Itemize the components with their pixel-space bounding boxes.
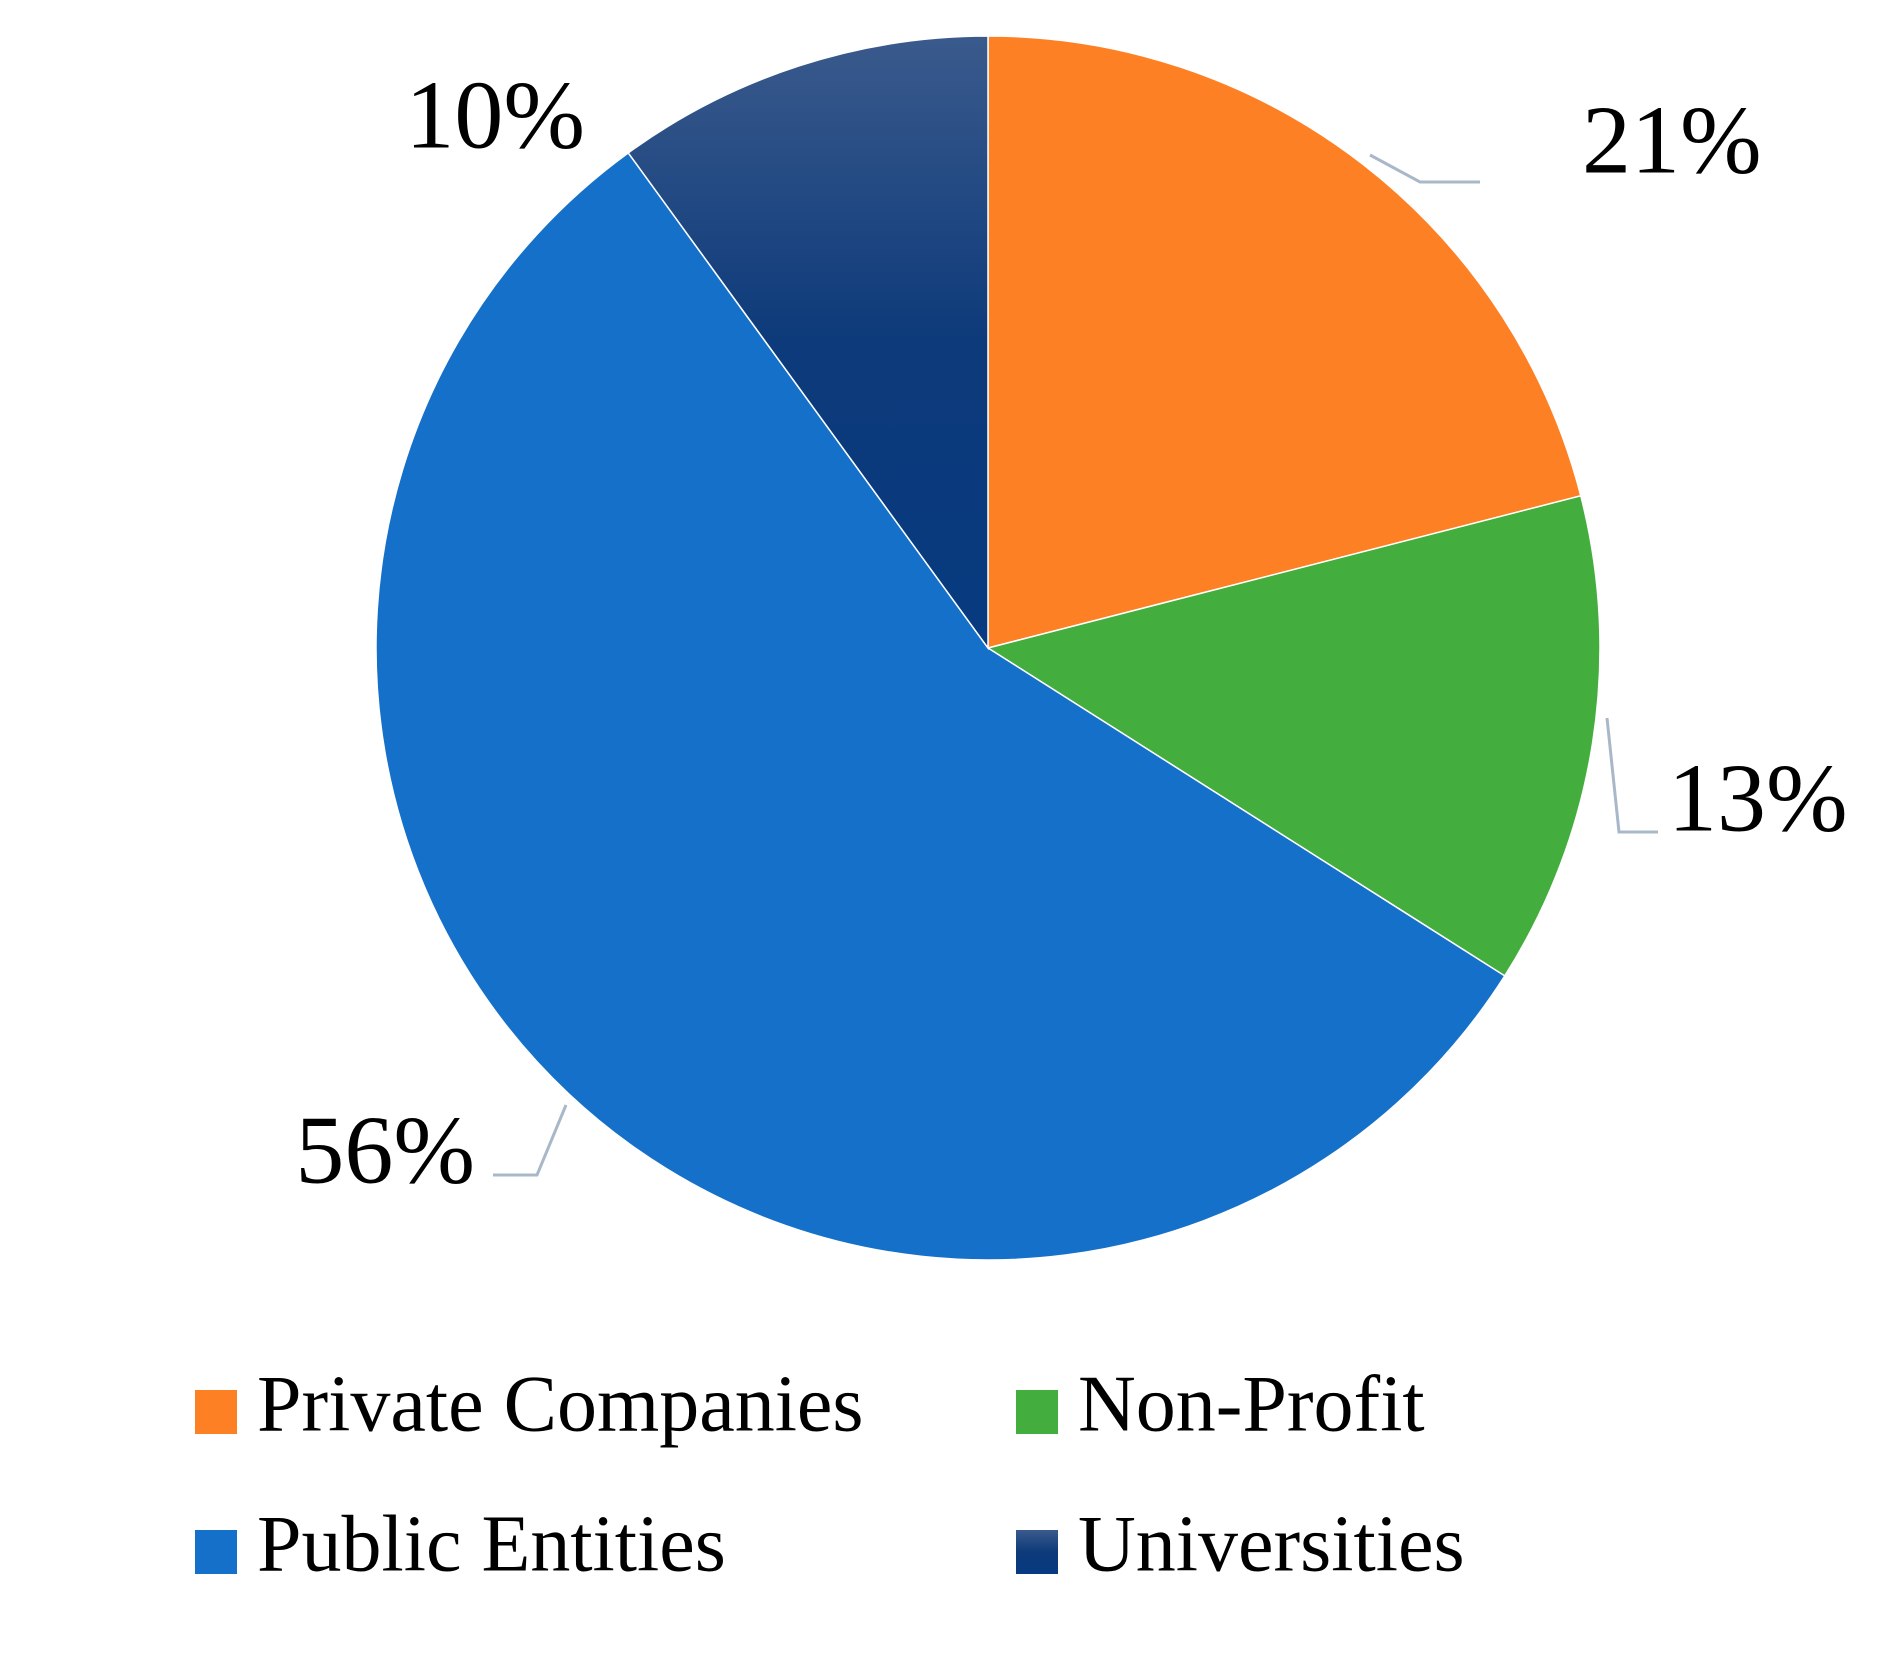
legend-swatch bbox=[195, 1390, 237, 1434]
legend-label: Private Companies bbox=[257, 1360, 864, 1448]
leader-line bbox=[493, 1104, 568, 1177]
pie-slice bbox=[986, 494, 1601, 977]
legend-swatch bbox=[1016, 1530, 1058, 1574]
pie-slice bbox=[987, 35, 1582, 649]
leader-line bbox=[1605, 717, 1658, 834]
legend-swatch bbox=[195, 1530, 237, 1574]
pie-slice bbox=[375, 151, 1506, 1261]
data-label: 56% bbox=[295, 1096, 475, 1204]
data-label: 10% bbox=[405, 61, 585, 169]
legend-label: Non-Profit bbox=[1078, 1360, 1425, 1448]
leader-line bbox=[1369, 153, 1480, 184]
data-label: 21% bbox=[1582, 86, 1762, 194]
pie-slice bbox=[627, 35, 989, 651]
data-label: 13% bbox=[1668, 744, 1848, 852]
legend-swatch bbox=[1016, 1390, 1058, 1434]
legend-label: Public Entities bbox=[257, 1500, 726, 1588]
legend-label: Universities bbox=[1078, 1500, 1465, 1588]
